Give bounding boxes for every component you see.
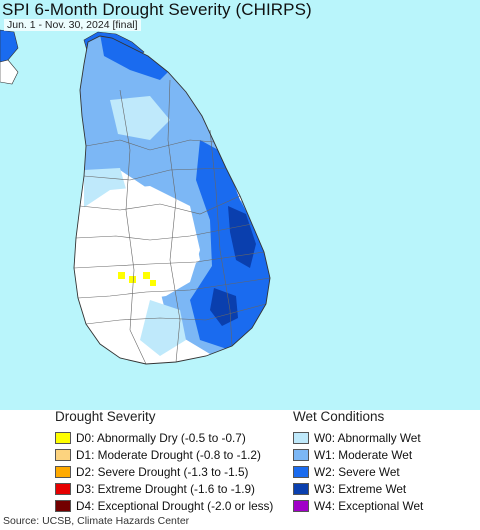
legend-swatch-d1 — [55, 448, 71, 461]
abnormally-dry-spot-3 — [143, 272, 150, 279]
legend-item-d4: D4: Exceptional Drought (-2.0 or less) — [55, 497, 273, 514]
legend-label-d0: D0: Abnormally Dry (-0.5 to -0.7) — [76, 430, 246, 445]
legend-swatch-w3 — [293, 482, 309, 495]
legend-swatch-d0 — [55, 431, 71, 444]
legend-swatch-w1 — [293, 448, 309, 461]
abnormally-wet-patch-1 — [110, 96, 170, 140]
legend-item-w0: W0: Abnormally Wet — [293, 429, 423, 446]
legend-label-d3: D3: Extreme Drought (-1.6 to -1.9) — [76, 481, 255, 496]
legend-label-w4: W4: Exceptional Wet — [314, 498, 424, 513]
map-title: SPI 6-Month Drought Severity (CHIRPS) — [2, 0, 312, 19]
legend-label-w2: W2: Severe Wet — [314, 464, 400, 479]
map-panel: SPI 6-Month Drought Severity (CHIRPS) Ju… — [0, 0, 480, 410]
legend-label-w1: W1: Moderate Wet — [314, 447, 413, 462]
legend-swatch-d3 — [55, 482, 71, 495]
legend-label-d1: D1: Moderate Drought (-0.8 to -1.2) — [76, 447, 261, 462]
normal-interior — [78, 186, 200, 330]
legend-item-w2: W2: Severe Wet — [293, 463, 423, 480]
legend-swatch-w4 — [293, 499, 309, 512]
drought-legend-heading: Drought Severity — [55, 409, 156, 424]
wet-legend: Wet Conditions W0: Abnormally Wet W1: Mo… — [293, 408, 423, 514]
district-boundaries — [73, 79, 271, 365]
legend-label-w0: W0: Abnormally Wet — [314, 430, 421, 445]
source-credit: Source: UCSB, Climate Hazards Center — [3, 515, 190, 527]
sri-lanka-map — [0, 29, 271, 365]
legend-item-d3: D3: Extreme Drought (-1.6 to -1.9) — [55, 480, 273, 497]
drought-legend: Drought Severity D0: Abnormally Dry (-0.… — [55, 408, 273, 514]
extreme-wet-east — [228, 206, 256, 268]
legend-swatch-d4 — [55, 499, 71, 512]
abnormally-dry-spot-4 — [150, 280, 156, 286]
legend-item-w1: W1: Moderate Wet — [293, 446, 423, 463]
legend-swatch-d2 — [55, 465, 71, 478]
legend-swatch-w2 — [293, 465, 309, 478]
india-coast-land — [0, 59, 19, 85]
abnormally-dry-spot-1 — [118, 272, 125, 279]
legend-label-d2: D2: Severe Drought (-1.3 to -1.5) — [76, 464, 249, 479]
legend-item-w4: W4: Exceptional Wet — [293, 497, 423, 514]
island-outline — [73, 35, 271, 365]
severe-wet-east — [190, 140, 270, 350]
legend-swatch-w0 — [293, 431, 309, 444]
legend-item-w3: W3: Extreme Wet — [293, 480, 423, 497]
severe-wet-north — [100, 36, 170, 80]
legend-label-d4: D4: Exceptional Drought (-2.0 or less) — [76, 498, 274, 513]
legend-item-d2: D2: Severe Drought (-1.3 to -1.5) — [55, 463, 273, 480]
india-coast — [0, 29, 19, 63]
legend-label-w3: W3: Extreme Wet — [314, 481, 407, 496]
extreme-wet-southeast — [210, 288, 238, 326]
legend-item-d1: D1: Moderate Drought (-0.8 to -1.2) — [55, 446, 273, 463]
map-subtitle: Jun. 1 - Nov. 30, 2024 [final] — [4, 19, 141, 31]
legend-item-d0: D0: Abnormally Dry (-0.5 to -0.7) — [55, 429, 273, 446]
abnormally-wet-patch-3 — [140, 300, 186, 356]
wet-legend-heading: Wet Conditions — [293, 409, 385, 424]
abnormally-dry-spot-2 — [129, 276, 136, 283]
